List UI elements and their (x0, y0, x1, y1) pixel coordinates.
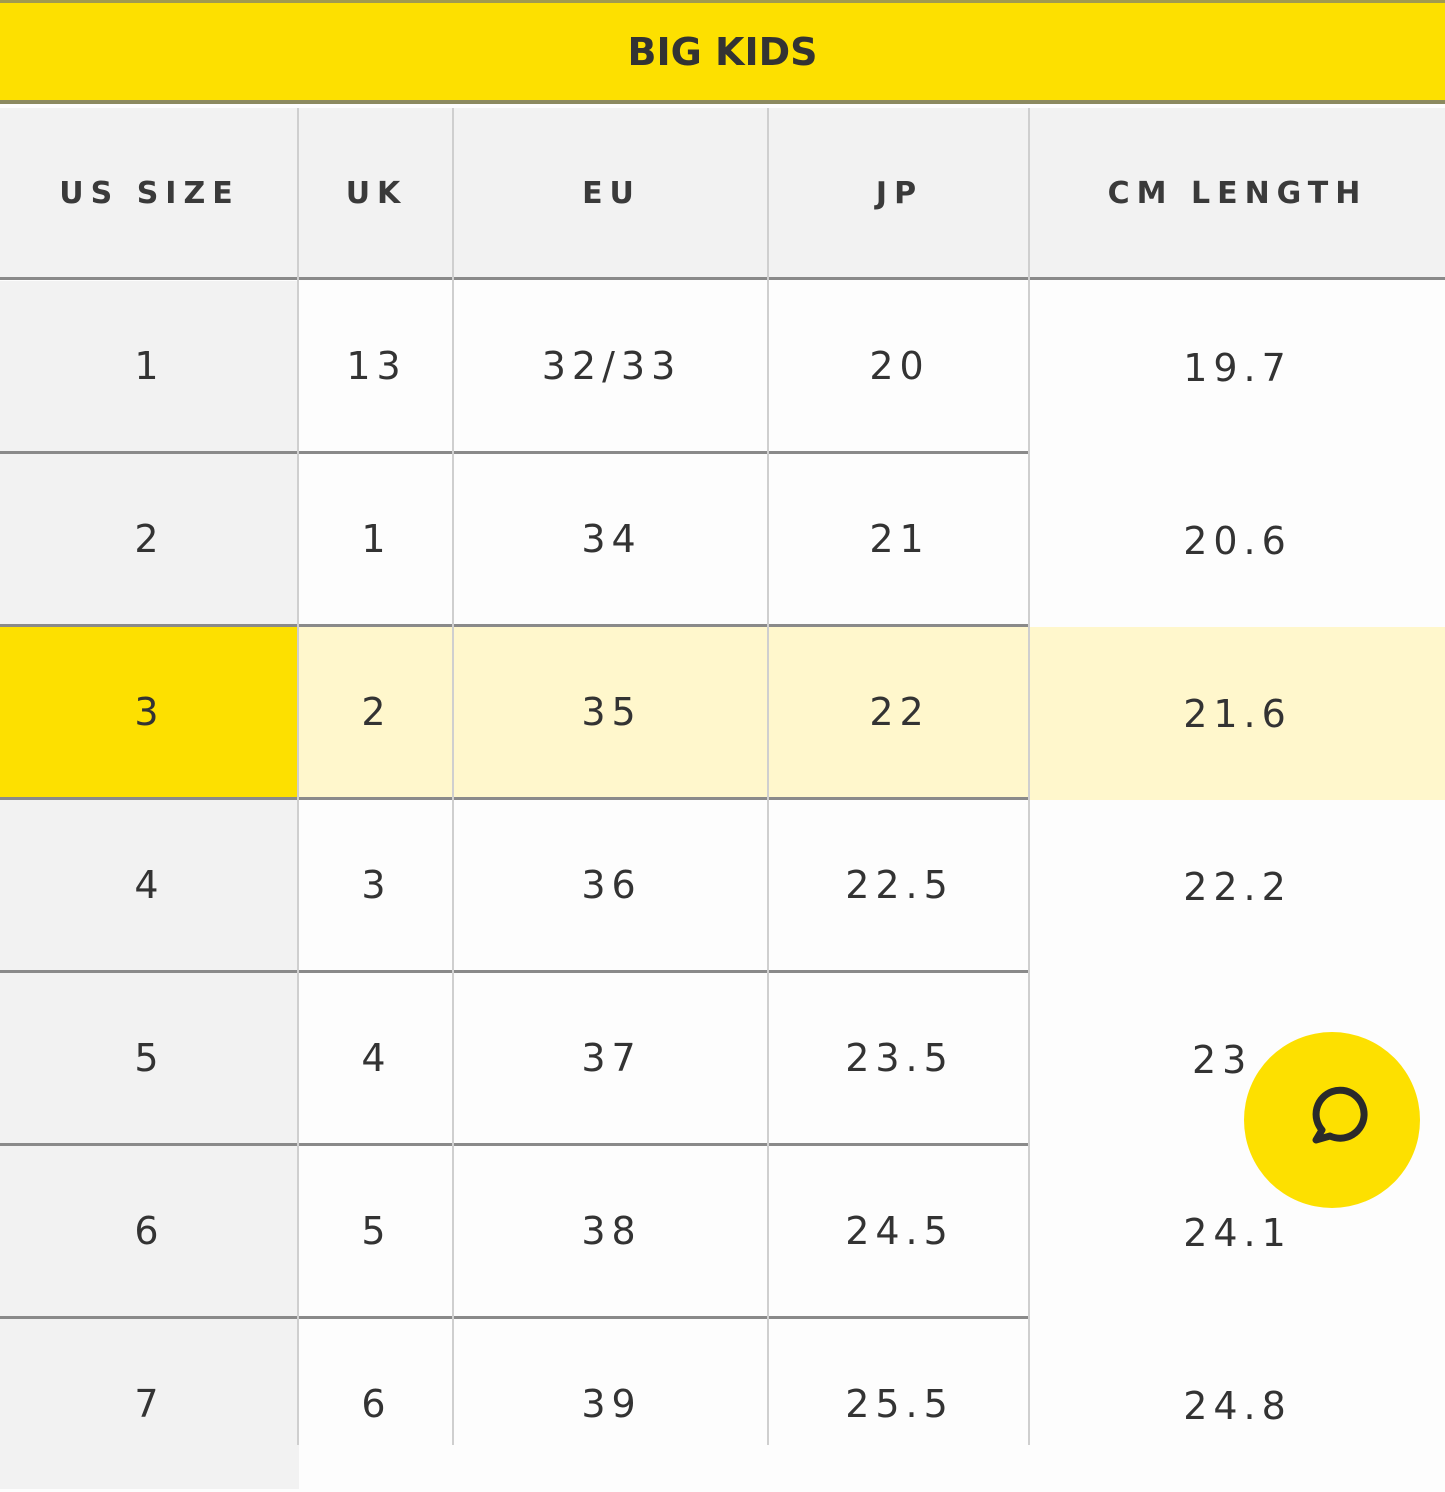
table-cell: 5 (299, 1146, 454, 1316)
table-cell: 19.7 (1030, 281, 1445, 454)
table-cell: 22.2 (1030, 800, 1445, 973)
table-cell: 37 (454, 973, 769, 1143)
table-cell: 13 (299, 281, 454, 451)
table-cell: 2 (0, 454, 299, 624)
table-cell: 5 (0, 973, 299, 1143)
column-header: JP (769, 108, 1030, 278)
row-divider (0, 970, 1028, 973)
row-divider (0, 1316, 1028, 1319)
table-cell: 4 (299, 973, 454, 1143)
table-cell: 21 (769, 454, 1030, 624)
chat-bubble-icon (1312, 1086, 1368, 1144)
table-cell: 34 (454, 454, 769, 624)
table-cell: 24.8 (1030, 1319, 1445, 1492)
column-divider (297, 108, 299, 1445)
table-cell: 4 (0, 800, 299, 970)
column-divider (452, 108, 454, 1445)
table-cell: 38 (454, 1146, 769, 1316)
table-cell: 2 (299, 627, 454, 797)
table-cell: 22.5 (769, 800, 1030, 970)
table-cell: 23.5 (769, 973, 1030, 1143)
column-header: UK (299, 108, 454, 278)
row-divider (0, 797, 1028, 800)
table-cell: 3 (0, 627, 299, 797)
column-header: EU (454, 108, 769, 278)
column-divider (1028, 108, 1030, 1445)
table-cell: 32/33 (454, 281, 769, 451)
chat-button[interactable] (1244, 1032, 1420, 1208)
size-chart-title: BIG KIDS (0, 0, 1445, 104)
table-cell: 1 (0, 281, 299, 451)
table-cell: 3 (299, 800, 454, 970)
table-cell: 36 (454, 800, 769, 970)
table-cell: 6 (0, 1146, 299, 1316)
header-divider (0, 277, 1445, 280)
table-cell: 21.6 (1030, 627, 1445, 800)
table-cell: 1 (299, 454, 454, 624)
row-divider (0, 451, 1028, 454)
column-divider (767, 108, 769, 1445)
table-cell: 20.6 (1030, 454, 1445, 627)
column-header: CM LENGTH (1030, 108, 1445, 278)
column-header: US SIZE (0, 108, 299, 278)
table-cell: 39 (454, 1319, 769, 1489)
row-divider (0, 1143, 1028, 1146)
row-divider (0, 624, 1028, 627)
table-cell: 24.5 (769, 1146, 1030, 1316)
table-cell: 7 (0, 1319, 299, 1489)
table-cell: 20 (769, 281, 1030, 451)
table-cell: 6 (299, 1319, 454, 1489)
table-cell: 25.5 (769, 1319, 1030, 1489)
table-cell: 22 (769, 627, 1030, 797)
table-cell: 35 (454, 627, 769, 797)
